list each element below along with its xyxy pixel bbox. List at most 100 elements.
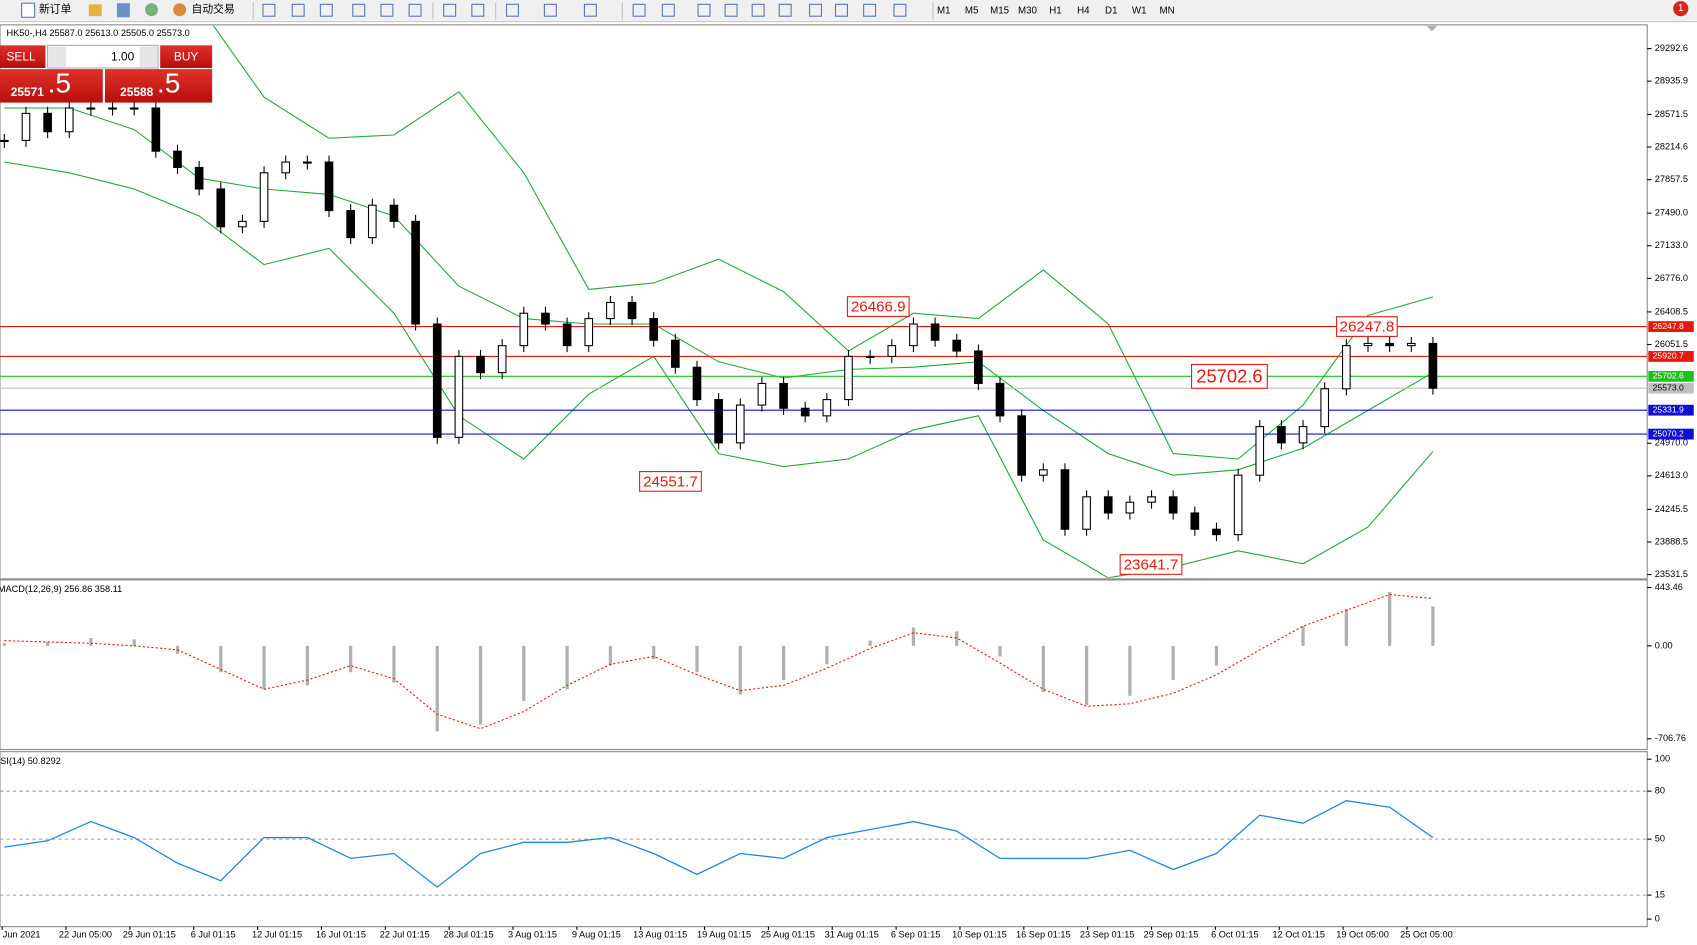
timeframe-button[interactable]: H4	[1077, 5, 1090, 16]
timeframe-button[interactable]: M1	[937, 5, 951, 16]
tool-icon[interactable]	[543, 3, 557, 17]
candle	[909, 323, 918, 347]
rsi-plot	[0, 790, 1648, 896]
tool-icon[interactable]	[262, 3, 276, 17]
tool-icon[interactable]	[443, 3, 457, 17]
macd-bar	[1344, 609, 1348, 646]
x-tick-label: 13 Aug 01:15	[633, 930, 687, 940]
x-tick-label: 3 Aug 01:15	[508, 930, 557, 940]
macd-bar	[132, 639, 136, 646]
candle	[1233, 474, 1243, 536]
tool-icon[interactable]	[863, 3, 877, 17]
bid-fraction: .5	[48, 68, 71, 99]
tool-icon[interactable]	[352, 3, 366, 17]
sell-button[interactable]	[0, 45, 46, 69]
tool-icon[interactable]	[408, 3, 422, 17]
tool-icon[interactable]	[697, 3, 711, 17]
timeframe-button[interactable]: D1	[1105, 5, 1117, 16]
y-tick-label: 15	[1655, 890, 1665, 900]
tool-icon[interactable]	[808, 3, 822, 17]
lot-value[interactable]: 1.00	[111, 49, 135, 63]
icon[interactable]	[116, 3, 130, 18]
timeframe-button[interactable]: H1	[1049, 5, 1061, 16]
y-tick-label: 28935.9	[1655, 76, 1688, 86]
buy-button[interactable]	[160, 45, 213, 69]
tool-icon[interactable]	[505, 3, 519, 17]
tool-icon[interactable]	[893, 3, 907, 17]
x-tick-label: 12 Oct 01:15	[1272, 930, 1325, 940]
candle	[1125, 501, 1135, 514]
tool-icon[interactable]	[583, 3, 597, 17]
macd-bar	[1258, 645, 1262, 647]
icon[interactable]	[88, 4, 102, 17]
candle	[1147, 496, 1156, 503]
icon[interactable]	[145, 3, 159, 17]
macd-bar	[435, 645, 439, 732]
timeframe-button[interactable]: M15	[990, 5, 1009, 16]
tool-icon[interactable]	[632, 3, 646, 17]
tool-icon[interactable]	[319, 3, 333, 17]
candle	[324, 161, 334, 212]
lot-down[interactable]	[48, 46, 67, 67]
y-tick-label: 23531.5	[1655, 569, 1688, 579]
indicator-label: MACD(12,26,9) 256.86 358.11	[0, 584, 122, 594]
y-tick-label: 100	[1655, 754, 1670, 764]
bid-price: 25571	[11, 85, 44, 99]
x-tick-label: 19 Aug 01:15	[697, 930, 751, 940]
x-tick-label: 25 Aug 01:15	[761, 930, 815, 940]
annotation-box	[1119, 554, 1183, 575]
macd-bar	[305, 645, 309, 686]
timeframe-button[interactable]: W1	[1132, 5, 1147, 16]
new-order-button[interactable]: 新订单	[39, 2, 72, 16]
macd-bar	[478, 645, 483, 725]
lot-input[interactable]	[47, 44, 159, 69]
new-order-icon[interactable]	[21, 2, 36, 18]
auto-trading-icon[interactable]	[173, 3, 187, 17]
tool-icon[interactable]	[751, 3, 765, 17]
macd-bar	[955, 631, 959, 646]
tool-icon[interactable]	[471, 3, 485, 17]
x-tick-label: 31 Aug 01:15	[825, 930, 879, 940]
price-level-label: 25331.9	[1653, 404, 1684, 414]
candle	[562, 323, 572, 347]
y-tick-label: 23888.5	[1655, 536, 1688, 546]
macd-bar	[1128, 645, 1132, 696]
timeframe-button[interactable]: MN	[1160, 5, 1175, 16]
candle	[541, 312, 550, 325]
candle	[1277, 426, 1286, 444]
bid-box[interactable]	[0, 69, 103, 103]
y-tick-label: 29292.6	[1655, 43, 1688, 53]
macd-bar	[1171, 645, 1175, 681]
tool-icon[interactable]	[291, 3, 305, 17]
x-tick-label: 28 Jul 01:15	[444, 930, 494, 940]
macd-bar	[45, 641, 50, 646]
lot-up[interactable]	[139, 46, 157, 67]
candle	[173, 150, 182, 168]
timeframe-button[interactable]: M5	[965, 5, 979, 16]
ask-box[interactable]	[104, 69, 213, 103]
annotation-label: 26466.9	[851, 299, 906, 316]
tool-icon[interactable]	[661, 3, 675, 17]
timeframe-button[interactable]: M30	[1018, 5, 1038, 16]
tool-icon[interactable]	[778, 3, 792, 17]
auto-trading-button[interactable]: 自动交易	[192, 2, 235, 16]
candle	[1103, 496, 1113, 514]
tool-icon[interactable]	[834, 3, 848, 17]
candle	[476, 355, 485, 374]
macd-bar	[1431, 606, 1435, 646]
sell-label[interactable]: SELL	[6, 49, 35, 63]
macd-bar	[652, 645, 656, 660]
buy-label[interactable]: BUY	[174, 49, 199, 63]
candle	[952, 339, 962, 352]
tool-icon[interactable]	[724, 3, 738, 17]
macd-bar	[695, 645, 699, 673]
candle	[1212, 528, 1221, 536]
candle	[627, 301, 637, 320]
tool-icon[interactable]	[380, 3, 394, 17]
candle	[735, 404, 745, 444]
price-level-label: 25702.6	[1653, 371, 1684, 381]
y-tick-label: 28571.5	[1655, 109, 1688, 119]
candle	[584, 318, 594, 347]
y-tick-label: 80	[1655, 786, 1665, 796]
alert-badge[interactable]	[1673, 1, 1689, 17]
